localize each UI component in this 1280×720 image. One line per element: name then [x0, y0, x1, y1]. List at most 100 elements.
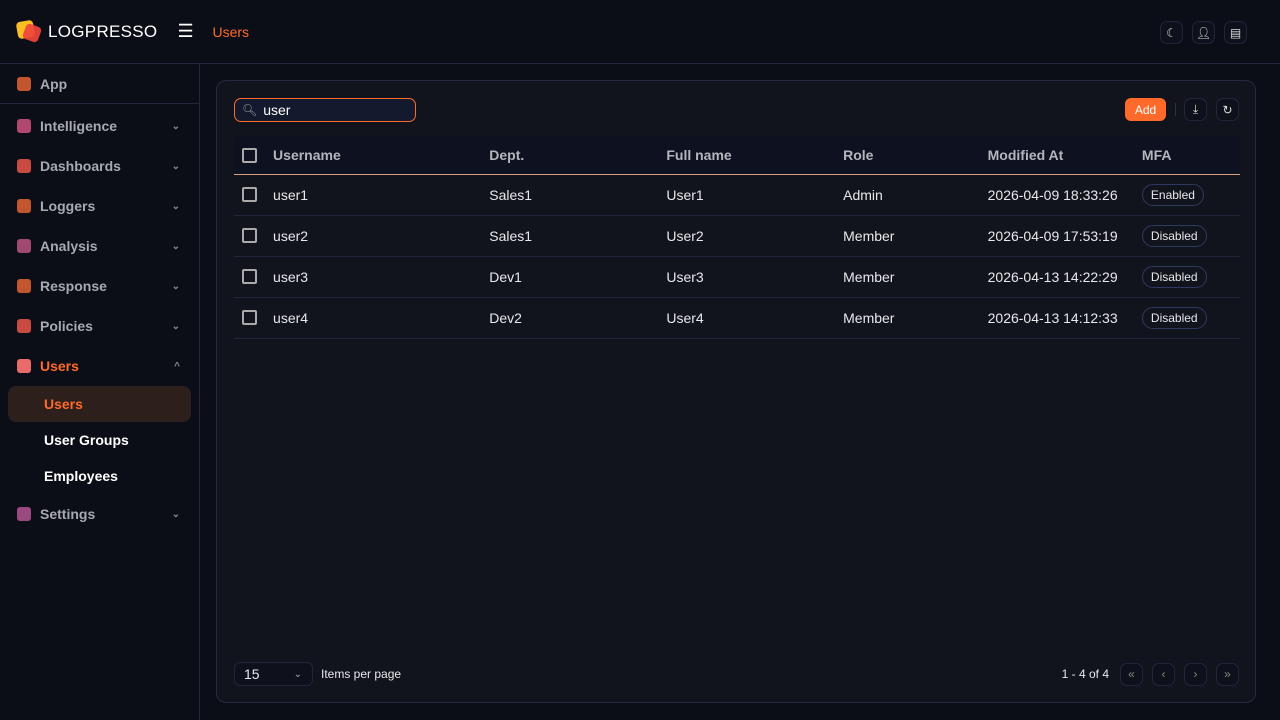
sidebar-item-settings[interactable]: Settings ⌄ — [0, 494, 199, 534]
table-cell: 2026-04-09 17:53:19 — [987, 215, 1142, 257]
ticket-icon[interactable]: ▤ — [1224, 21, 1247, 44]
users-panel: 🔍︎ user Add ⤓ ↻ Username Dept. Full name Ro… — [216, 80, 1256, 703]
sidebar-item-label: Users — [40, 358, 79, 374]
mfa-badge: Disabled — [1141, 306, 1207, 329]
search-value[interactable]: user — [263, 102, 291, 118]
sidebar-item-label: Intelligence — [40, 118, 118, 134]
search-icon: 🔍︎ — [242, 103, 258, 117]
chevron-icon: ⌄ — [171, 280, 180, 292]
chevron-icon: ⌄ — [171, 160, 180, 172]
moon-icon[interactable]: ☾ — [1160, 21, 1183, 44]
sidebar-item-label: Analysis — [40, 238, 98, 254]
mfa-badge: Enabled — [1141, 183, 1204, 206]
page-size-select[interactable]: 15 ⌄ — [234, 662, 313, 686]
sidebar-subitem-employees[interactable]: Employees — [44, 468, 118, 484]
download-icon[interactable]: ⤓ — [1184, 98, 1207, 121]
column-header[interactable]: Username — [273, 137, 490, 175]
table-cell: 2026-04-09 18:33:26 — [987, 174, 1142, 216]
users-table: Username Dept. Full name Role Modified At MFA… — [234, 137, 1240, 339]
row-checkbox[interactable] — [242, 187, 257, 202]
refresh-icon[interactable]: ↻ — [1216, 98, 1239, 121]
next-page-icon[interactable]: › — [1184, 662, 1207, 686]
intelligence-icon — [17, 119, 31, 133]
table-footer: 15 ⌄ Items per page 1 - 4 of 4 « ‹ › » — [234, 662, 1239, 686]
brand-name: LOGPRESSO — [48, 21, 158, 41]
sidebar-item-dashboards[interactable]: Dashboards ⌄ — [0, 146, 199, 186]
sidebar-item-label: App — [40, 75, 68, 92]
search-input[interactable]: 🔍︎ user — [234, 98, 416, 122]
response-icon — [17, 279, 31, 293]
mfa-badge: Disabled — [1141, 224, 1207, 247]
sidebar: App Intelligence ⌄ Dashboards ⌄ Loggers ⌄ Analy… — [0, 64, 200, 720]
table-cell: Member — [843, 297, 988, 339]
divider — [1175, 103, 1176, 116]
table-cell: Admin — [843, 174, 988, 216]
table-cell: user3 — [273, 256, 490, 298]
logo[interactable]: LOGPRESSO — [17, 21, 157, 43]
analysis-icon — [17, 239, 31, 253]
table-row[interactable]: user3 Dev1 User3 Member 2026-04-13 14:22:29 D… — [234, 256, 1240, 298]
column-header[interactable]: Role — [843, 137, 988, 175]
row-checkbox[interactable] — [242, 310, 257, 325]
table-cell: User3 — [666, 256, 844, 298]
users-icon — [17, 359, 31, 373]
sidebar-item-label: Loggers — [40, 198, 96, 214]
table-cell: Sales1 — [489, 174, 667, 216]
sidebar-item-users[interactable]: Users ^ — [0, 346, 199, 386]
add-button[interactable]: Add — [1125, 98, 1166, 121]
page-range: 1 - 4 of 4 — [1061, 667, 1109, 681]
loggers-icon — [17, 199, 31, 213]
table-row[interactable]: user4 Dev2 User4 Member 2026-04-13 14:12:33 D… — [234, 297, 1240, 339]
table-row[interactable]: user2 Sales1 User2 Member 2026-04-09 17:53:1… — [234, 215, 1240, 257]
table-cell: 2026-04-13 14:22:29 — [987, 256, 1142, 298]
table-cell: user4 — [273, 297, 490, 339]
column-header[interactable]: MFA — [1141, 137, 1240, 175]
chevron-icon: ⌄ — [171, 200, 180, 212]
row-checkbox[interactable] — [242, 228, 257, 243]
chevron-icon: ⌄ — [171, 508, 180, 520]
logo-icon — [17, 21, 41, 43]
chevron-down-icon: ⌄ — [293, 668, 302, 680]
table-cell: 2026-04-13 14:12:33 — [987, 297, 1142, 339]
table-cell: User2 — [666, 215, 844, 257]
sidebar-item-intelligence[interactable]: Intelligence ⌄ — [0, 106, 199, 146]
sidebar-item-loggers[interactable]: Loggers ⌄ — [0, 186, 199, 226]
chevron-icon: ⌄ — [171, 240, 180, 252]
row-checkbox[interactable] — [242, 269, 257, 284]
sidebar-item-label: Policies — [40, 318, 93, 334]
table-cell: Member — [843, 215, 988, 257]
select-all-checkbox[interactable] — [242, 147, 257, 163]
table-cell: User1 — [666, 174, 844, 216]
table-cell: Member — [843, 256, 988, 298]
table-cell: user1 — [273, 174, 490, 216]
table-cell: Dev1 — [489, 256, 667, 298]
menu-collapse-icon[interactable]: ☰ — [177, 21, 194, 41]
sidebar-item-response[interactable]: Response ⌄ — [0, 266, 199, 306]
page-size-label: Items per page — [321, 667, 402, 681]
sidebar-subitem-users[interactable]: Users — [8, 386, 191, 422]
column-header[interactable]: Modified At — [987, 137, 1142, 175]
page-size-value: 15 — [244, 666, 260, 682]
sidebar-item-policies[interactable]: Policies ⌄ — [0, 306, 199, 346]
user-icon[interactable]: 👤︎ — [1192, 21, 1215, 44]
prev-page-icon[interactable]: ‹ — [1152, 662, 1175, 686]
app-icon — [17, 76, 31, 91]
policies-icon — [17, 319, 31, 333]
last-page-icon[interactable]: » — [1216, 662, 1239, 686]
sidebar-item-app[interactable]: App — [0, 64, 199, 104]
sidebar-item-analysis[interactable]: Analysis ⌄ — [0, 226, 199, 266]
dashboards-icon — [17, 159, 31, 173]
table-cell: user2 — [273, 215, 490, 257]
settings-icon — [17, 507, 31, 521]
column-header[interactable]: Full name — [666, 137, 844, 175]
breadcrumb: Users — [212, 23, 250, 40]
table-cell: Sales1 — [489, 215, 667, 257]
table-row[interactable]: user1 Sales1 User1 Admin 2026-04-09 18:33:26… — [234, 174, 1240, 216]
chevron-icon: ⌄ — [171, 120, 180, 132]
column-header[interactable]: Dept. — [489, 137, 667, 175]
table-cell: User4 — [666, 297, 844, 339]
sidebar-subitem-user-groups[interactable]: User Groups — [44, 432, 129, 448]
sidebar-item-label: Settings — [40, 506, 96, 522]
sidebar-item-label: Dashboards — [40, 158, 121, 174]
first-page-icon[interactable]: « — [1120, 662, 1143, 686]
